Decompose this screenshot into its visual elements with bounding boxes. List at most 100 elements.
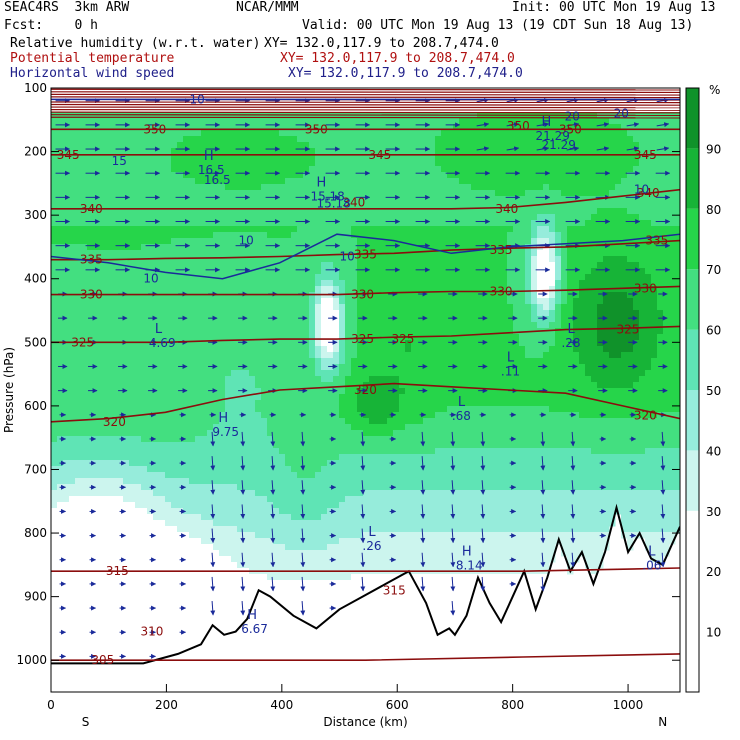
rh-cell	[135, 208, 142, 215]
rh-cell	[237, 208, 244, 215]
rh-cell	[513, 256, 520, 263]
rh-cell	[255, 352, 262, 359]
rh-cell	[111, 268, 118, 275]
rh-cell	[249, 238, 256, 245]
rh-cell	[249, 88, 256, 95]
rh-cell	[309, 280, 316, 287]
rh-cell	[495, 262, 502, 269]
rh-cell	[237, 310, 244, 317]
rh-cell	[285, 202, 292, 209]
rh-cell	[369, 214, 376, 221]
rh-cell	[183, 226, 190, 233]
rh-cell	[579, 184, 586, 191]
rh-cell	[381, 298, 388, 305]
rh-cell	[297, 304, 304, 311]
rh-cell	[651, 262, 658, 269]
rh-cell	[57, 304, 64, 311]
rh-cell	[525, 214, 532, 221]
rh-cell	[459, 220, 466, 227]
rh-cell	[69, 274, 76, 281]
rh-cell	[51, 136, 58, 143]
rh-cell	[495, 208, 502, 215]
rh-cell	[519, 268, 526, 275]
rh-cell	[435, 268, 442, 275]
rh-cell	[117, 268, 124, 275]
rh-cell	[93, 358, 100, 365]
rh-cell	[237, 130, 244, 137]
rh-cell	[99, 280, 106, 287]
rh-cell	[153, 184, 160, 191]
rh-cell	[549, 190, 556, 197]
rh-cell	[255, 244, 262, 251]
rh-cell	[81, 268, 88, 275]
rh-cell	[483, 334, 490, 341]
rh-cell	[603, 334, 610, 341]
rh-cell	[495, 142, 502, 149]
rh-cell	[417, 286, 424, 293]
rh-cell	[213, 322, 220, 329]
rh-cell	[459, 322, 466, 329]
rh-cell	[249, 118, 256, 125]
rh-cell	[663, 280, 670, 287]
rh-cell	[477, 208, 484, 215]
rh-cell	[543, 280, 550, 287]
rh-cell	[309, 364, 316, 371]
rh-cell	[429, 292, 436, 299]
rh-cell	[345, 172, 352, 179]
rh-cell	[243, 100, 250, 107]
rh-cell	[477, 232, 484, 239]
rh-cell	[285, 364, 292, 371]
rh-cell	[75, 358, 82, 365]
rh-cell	[123, 88, 130, 95]
rh-cell	[129, 196, 136, 203]
rh-cell	[567, 214, 574, 221]
rh-cell	[567, 220, 574, 227]
rh-cell	[675, 166, 680, 173]
rh-cell	[459, 238, 466, 245]
rh-cell	[141, 130, 148, 137]
rh-cell	[441, 292, 448, 299]
rh-cell	[555, 346, 562, 353]
rh-cell	[363, 142, 370, 149]
rh-cell	[339, 256, 346, 263]
rh-cell	[297, 148, 304, 155]
rh-cell	[561, 286, 568, 293]
rh-cell	[345, 370, 352, 377]
rh-cell	[369, 208, 376, 215]
rh-cell	[405, 358, 412, 365]
rh-cell	[309, 196, 316, 203]
rh-cell	[675, 310, 680, 317]
rh-cell	[381, 244, 388, 251]
rh-cell	[291, 334, 298, 341]
rh-cell	[441, 286, 448, 293]
rh-cell	[543, 298, 550, 305]
rh-cell	[345, 358, 352, 365]
rh-cell	[291, 202, 298, 209]
rh-cell	[369, 220, 376, 227]
rh-cell	[87, 310, 94, 317]
rh-cell	[417, 340, 424, 347]
rh-cell	[81, 160, 88, 167]
rh-cell	[495, 172, 502, 179]
rh-cell	[111, 232, 118, 239]
rh-cell	[117, 304, 124, 311]
rh-cell	[303, 274, 310, 281]
rh-cell	[435, 244, 442, 251]
rh-cell	[651, 100, 658, 107]
rh-cell	[387, 316, 394, 323]
rh-cell	[87, 316, 94, 323]
rh-cell	[549, 280, 556, 287]
rh-cell	[549, 130, 556, 137]
rh-cell	[231, 268, 238, 275]
rh-cell	[357, 118, 364, 125]
rh-cell	[345, 190, 352, 197]
rh-cell	[507, 328, 514, 335]
rh-cell	[261, 118, 268, 125]
rh-cell	[531, 268, 538, 275]
rh-cell	[501, 142, 508, 149]
rh-cell	[237, 142, 244, 149]
rh-cell	[549, 184, 556, 191]
rh-cell	[465, 184, 472, 191]
rh-cell	[261, 256, 268, 263]
rh-cell	[129, 154, 136, 161]
